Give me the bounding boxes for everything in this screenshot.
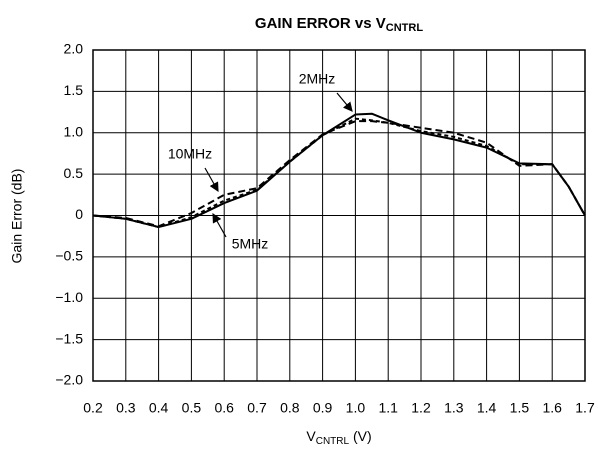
x-tick-label: 1.2 [411,400,431,416]
y-tick-label: 2.0 [64,41,84,57]
x-tick-label: 0.8 [280,400,300,416]
series-line [92,112,586,229]
series-line [92,120,586,228]
annotation: 2MHz [299,71,336,87]
x-tick-label: 0.2 [83,400,103,416]
y-tick-label: 1.0 [64,123,84,139]
y-tick-label: −2.0 [55,372,83,388]
x-tick-label: 1.7 [575,400,595,416]
annotation-arrow [204,167,219,193]
x-axis-label: VCNTRL (V) [306,428,371,447]
chart-title: GAIN ERROR vs VCNTRL [255,15,423,34]
y-tick-label: 0 [75,206,83,222]
y-tick-label: 0.5 [64,165,84,181]
y-tick-label: −1.0 [55,289,83,305]
x-tick-label: 1.5 [510,400,530,416]
x-tick-label: 1.6 [542,400,562,416]
x-tick-label: 0.7 [247,400,267,416]
series-line [92,117,586,229]
annotation-arrow [336,92,353,112]
y-tick-label: 1.5 [64,82,84,98]
y-tick-label: −0.5 [55,248,83,264]
y-tick-label: −1.5 [55,330,83,346]
x-tick-label: 1.1 [378,400,398,416]
x-tick-label: 0.5 [182,400,202,416]
x-tick-label: 1.4 [477,400,497,416]
x-tick-label: 0.6 [214,400,234,416]
x-tick-label: 1.3 [444,400,464,416]
x-tick-label: 0.3 [116,400,136,416]
annotation-arrow [212,212,227,238]
y-axis-label: Gain Error (dB) [9,169,25,264]
annotation: 5MHz [232,236,269,252]
x-tick-label: 0.9 [313,400,333,416]
x-tick-label: 0.4 [149,400,169,416]
annotation: 10MHz [168,146,212,162]
x-tick-label: 1.0 [346,400,366,416]
